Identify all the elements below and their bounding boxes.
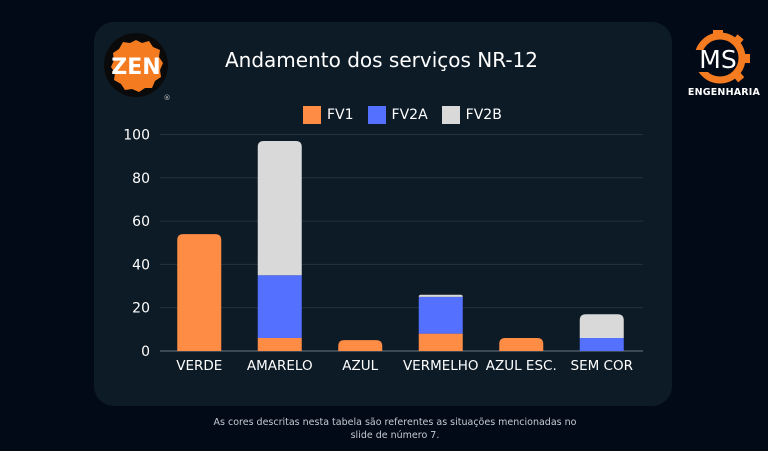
bar-segment-fv2b-vermelho [418,294,463,297]
legend-label-fv1: FV1 [327,107,354,123]
bar-segment-fv1-azul-esc [499,338,544,351]
y-tick-label: 0 [141,344,150,360]
y-tick-label: 100 [123,128,150,144]
bar-segment-fv2b-sem-cor [579,314,624,339]
bar-segment-fv1-amarelo [257,338,302,351]
bar-segment-fv1-verde [177,234,222,351]
zen-logo: ZEN ® [103,32,173,102]
y-tick-label: 20 [132,301,150,317]
legend-label-fv2a: FV2A [391,107,428,123]
x-tick-label: VERMELHO [403,358,479,374]
legend-swatch-fv2a [367,106,386,124]
legend-item-fv2a: FV2A [367,106,428,124]
x-tick-label: SEM COR [571,358,633,374]
ms-logo-caption: ENGENHARIA [687,87,761,98]
x-tick-label: AMARELO [247,358,313,374]
legend-swatch-fv2b [441,106,460,124]
bar-segment-fv2a-vermelho [418,296,463,334]
ms-engenharia-logo: MS [690,28,760,100]
zen-logo-text: ZEN [111,55,160,80]
y-tick-label: 60 [132,214,150,230]
x-tick-label: VERDE [176,358,222,374]
bar-segment-fv2a-amarelo [257,275,302,339]
footnote-line-1: As cores descritas nesta tabela são refe… [213,417,577,428]
chart-title: Andamento dos serviços NR-12 [225,48,538,72]
legend-item-fv1: FV1 [303,106,354,124]
bar-segment-fv1-vermelho [418,333,463,351]
x-tick-label: AZUL [342,358,378,374]
y-tick-label: 80 [132,171,150,187]
legend-label-fv2b: FV2B [465,107,502,123]
chart-legend: FV1 FV2A FV2B [303,106,502,124]
x-tick-label: AZUL ESC. [486,358,557,374]
footnote: As cores descritas nesta tabela são refe… [200,416,590,442]
registered-mark: ® [164,94,171,102]
ms-logo-text: MS [699,45,736,74]
legend-item-fv2b: FV2B [441,106,502,124]
legend-swatch-fv1 [303,106,321,124]
bar-segment-fv1-azul [338,340,383,351]
bar-segment-fv2a-sem-cor [579,338,624,351]
y-tick-label: 40 [132,257,150,273]
bar-segment-fv2b-amarelo [257,140,302,276]
footnote-line-2: slide de número 7. [350,430,440,441]
